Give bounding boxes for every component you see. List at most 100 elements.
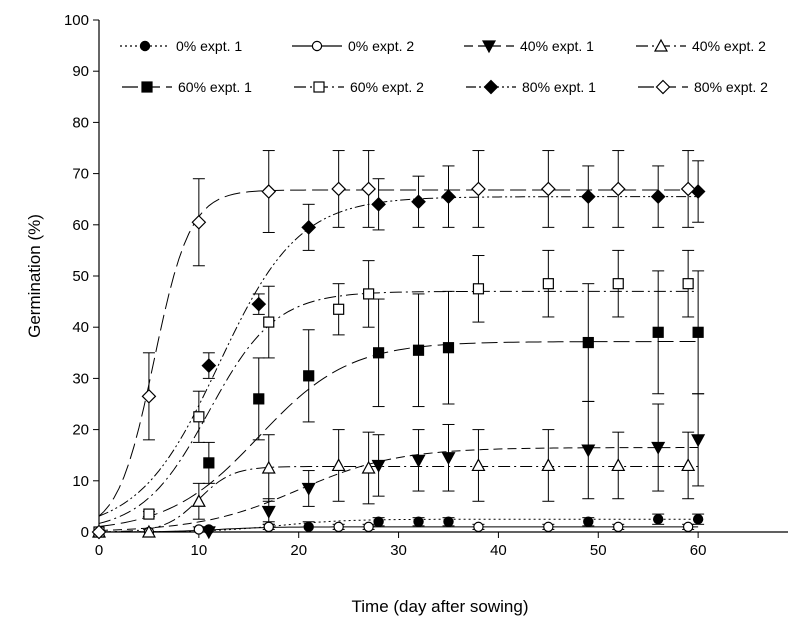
data-point <box>611 458 626 472</box>
data-point <box>373 516 384 527</box>
data-point <box>261 460 276 474</box>
data-point <box>191 494 206 507</box>
y-axis-title: Germination (%) <box>25 214 44 338</box>
data-point <box>681 458 696 472</box>
y-tick-label: 10 <box>72 473 89 490</box>
y-tick-label: 20 <box>72 422 89 439</box>
data-point <box>253 393 265 405</box>
legend: 0% expt. 1 0% expt. 2 40% expt. 1 40% expt.… <box>120 38 768 95</box>
data-point <box>361 181 376 197</box>
data-point <box>473 521 484 533</box>
data-point <box>543 521 554 533</box>
legend-marker <box>141 81 153 93</box>
data-point <box>652 514 664 525</box>
data-markers <box>91 181 706 540</box>
data-point <box>582 336 594 349</box>
legend-label: 0% expt. 1 <box>176 38 242 54</box>
x-tick-label: 60 <box>690 542 707 559</box>
data-point <box>682 278 694 290</box>
data-point <box>201 358 217 373</box>
legend-label: 0% expt. 2 <box>348 38 414 54</box>
data-point <box>261 505 276 519</box>
legend-marker <box>653 38 669 52</box>
legend-entry: 40% expt. 1 <box>464 38 594 54</box>
fit-curve-7 <box>98 196 699 517</box>
data-point <box>91 524 107 540</box>
legend-label: 80% expt. 2 <box>694 79 768 95</box>
data-point <box>141 388 157 404</box>
x-axis-title: Time (day after sowing) <box>352 597 529 616</box>
legend-label: 60% expt. 1 <box>178 79 252 95</box>
data-point <box>191 214 207 230</box>
data-point <box>331 181 347 197</box>
data-point <box>261 184 277 199</box>
data-point <box>650 189 666 204</box>
legend-marker <box>481 40 497 54</box>
fit-curve-4 <box>98 465 699 533</box>
fit-curve-5 <box>98 341 699 528</box>
fit-curve-2 <box>98 526 699 533</box>
data-point <box>251 296 267 312</box>
fit-curve-3 <box>98 447 699 531</box>
data-point <box>680 181 696 197</box>
data-point <box>263 316 275 328</box>
data-point <box>193 411 205 423</box>
data-point <box>442 342 455 354</box>
data-point <box>580 189 596 204</box>
legend-marker <box>655 79 671 95</box>
legend-entry: 0% expt. 1 <box>120 38 242 54</box>
legend-marker <box>313 81 325 93</box>
y-tick-label: 0 <box>81 524 89 541</box>
data-point <box>371 459 386 473</box>
data-point <box>363 288 375 300</box>
data-point <box>441 189 456 204</box>
data-point <box>652 326 664 338</box>
y-tick-label: 80 <box>72 114 89 131</box>
legend-entry: 60% expt. 2 <box>294 79 424 95</box>
x-tick-label: 50 <box>590 542 607 559</box>
data-point <box>692 326 704 338</box>
data-point <box>303 370 315 382</box>
data-point <box>583 516 594 527</box>
data-point <box>193 524 205 535</box>
y-tick-label: 50 <box>72 268 89 285</box>
data-point <box>612 278 624 290</box>
data-point <box>301 482 316 496</box>
data-point <box>203 457 215 469</box>
data-point <box>201 526 216 540</box>
data-point <box>540 181 556 197</box>
data-point <box>441 452 456 466</box>
legend-entry: 40% expt. 2 <box>636 38 766 54</box>
legend-marker <box>139 40 151 52</box>
data-point <box>682 521 694 533</box>
data-point <box>411 454 426 468</box>
data-point <box>651 441 666 455</box>
data-point <box>413 516 424 527</box>
y-tick-label: 70 <box>72 166 89 183</box>
fit-curve-6 <box>98 290 699 524</box>
data-point <box>333 521 344 533</box>
data-point <box>692 514 704 525</box>
x-tick-label: 10 <box>191 542 208 559</box>
fit-curve-8 <box>98 189 699 517</box>
data-point <box>471 181 486 197</box>
data-point <box>471 458 486 472</box>
x-tick-label: 30 <box>390 542 407 559</box>
data-point <box>690 184 706 199</box>
data-point <box>141 524 156 538</box>
x-axis-ticks: 0 10 20 30 40 50 60 <box>95 532 707 559</box>
data-point <box>610 181 626 197</box>
data-point <box>371 196 386 212</box>
x-tick-label: 40 <box>490 542 507 559</box>
data-point <box>541 458 556 472</box>
y-axis-ticks: 0 10 20 30 40 50 60 70 80 90 100 <box>64 12 99 541</box>
legend-entry: 0% expt. 2 <box>292 38 414 54</box>
legend-label: 40% expt. 2 <box>692 38 766 54</box>
data-point <box>542 278 554 290</box>
x-tick-label: 20 <box>290 542 307 559</box>
data-point <box>691 434 706 448</box>
y-tick-label: 90 <box>72 63 89 80</box>
data-point <box>412 344 425 356</box>
data-point <box>333 303 345 315</box>
legend-marker <box>311 40 323 52</box>
